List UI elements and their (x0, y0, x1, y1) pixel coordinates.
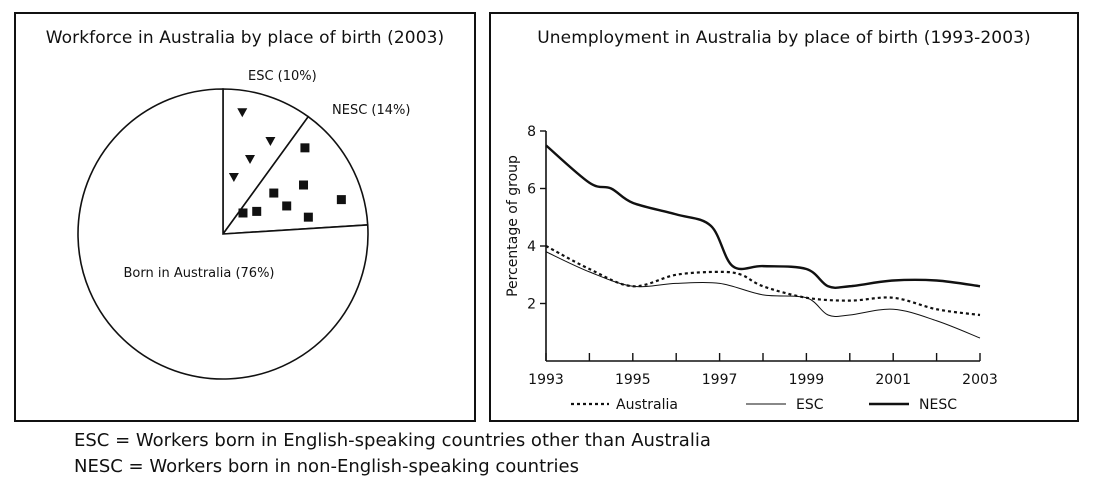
legend-label-australia: Australia (616, 397, 678, 413)
pie-chart-panel: Workforce in Australia by place of birth… (14, 12, 476, 422)
pie-marker-triangle (237, 108, 248, 118)
series-line-nesc (545, 144, 981, 289)
line-chart: 2 4 6 8 1993 1995 1997 1999 2001 2003 Percentage o… (505, 124, 998, 413)
x-tick-label-2001: 2001 (875, 372, 911, 388)
series-line-esc (545, 251, 981, 339)
footnote-esc: ESC = Workers born in English-speaking c… (74, 430, 711, 451)
x-tick-label-2003: 2003 (962, 372, 998, 388)
pie-label-born-in-australia: Born in Australia (76%) (123, 266, 274, 281)
x-tick-label-1993: 1993 (528, 372, 564, 388)
pie-marker-square (303, 212, 313, 222)
pie-marker-square (269, 188, 279, 198)
y-axis-label: Percentage of group (505, 155, 521, 297)
pie-slice-born-in-australia (77, 88, 369, 380)
pie-label-nesc: NESC (14%) (332, 103, 410, 118)
pie-marker-square (336, 195, 346, 205)
pie-marker-square (238, 208, 248, 218)
legend-label-esc: ESC (796, 397, 824, 413)
line-chart-title: Unemployment in Australia by place of bi… (537, 28, 1031, 48)
x-tick-label-1997: 1997 (702, 372, 738, 388)
pie-marker-square (282, 201, 292, 211)
pie-chart: ESC (10%) NESC (14%) Born in Australia (76… (77, 69, 410, 380)
y-tick-label-4: 4 (527, 239, 536, 255)
pie-marker-square (299, 180, 309, 190)
pie-marker-square (252, 206, 262, 216)
y-tick-label-6: 6 (527, 182, 536, 198)
y-tick-label-8: 8 (527, 124, 536, 140)
pie-marker-square (300, 143, 310, 153)
legend-label-nesc: NESC (919, 397, 957, 413)
footnotes: ESC = Workers born in English-speaking c… (74, 428, 711, 480)
line-chart-panel: Unemployment in Australia by place of bi… (489, 12, 1079, 422)
pie-label-esc: ESC (10%) (248, 69, 317, 84)
pie-slice-esc (222, 88, 310, 237)
pie-chart-title: Workforce in Australia by place of birth… (45, 28, 445, 48)
y-tick-label-2: 2 (527, 297, 536, 313)
pie-slice-nesc (221, 115, 369, 235)
x-tick-label-1995: 1995 (615, 372, 651, 388)
pie-marker-triangle (265, 136, 276, 146)
pie-marker-triangle (228, 173, 239, 183)
footnote-nesc: NESC = Workers born in non-English-speak… (74, 456, 579, 477)
x-tick-label-1999: 1999 (789, 372, 825, 388)
pie-marker-triangle (245, 154, 256, 164)
